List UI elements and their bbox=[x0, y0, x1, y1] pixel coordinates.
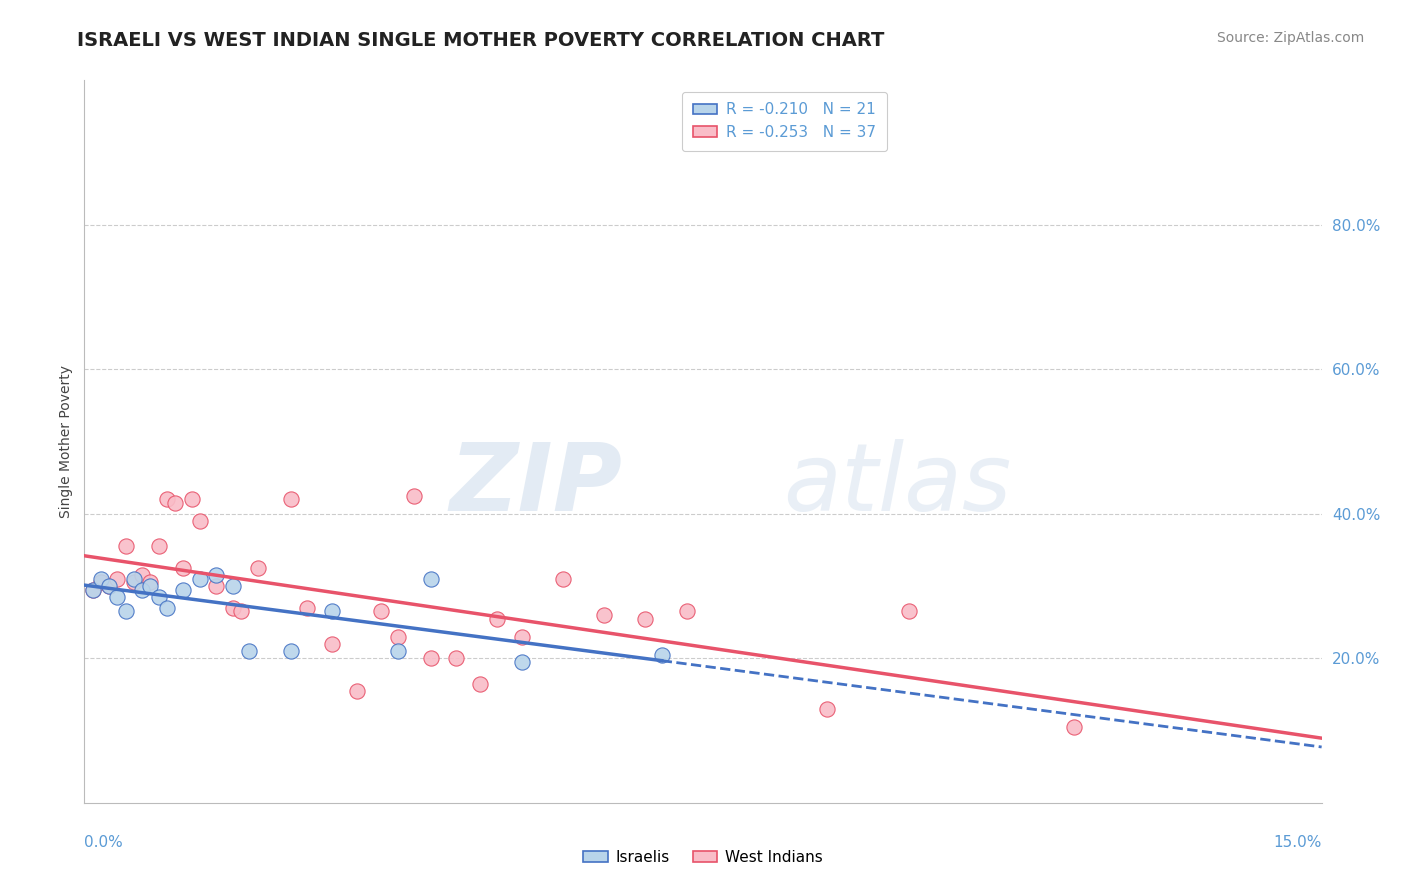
Point bbox=[634, 611, 657, 625]
Legend: R = -0.210   N = 21, R = -0.253   N = 37: R = -0.210 N = 21, R = -0.253 N = 37 bbox=[682, 92, 887, 151]
Point bbox=[404, 489, 426, 503]
Point bbox=[148, 590, 170, 604]
Point bbox=[510, 630, 533, 644]
Point bbox=[105, 572, 128, 586]
Text: ZIP: ZIP bbox=[450, 439, 623, 531]
Point bbox=[470, 676, 492, 690]
Point bbox=[139, 575, 162, 590]
Point bbox=[222, 600, 245, 615]
Point bbox=[222, 579, 245, 593]
Point bbox=[114, 604, 136, 618]
Point bbox=[280, 492, 302, 507]
Point bbox=[188, 572, 211, 586]
Point bbox=[321, 604, 343, 618]
Point bbox=[387, 630, 409, 644]
Point bbox=[1063, 720, 1085, 734]
Point bbox=[346, 683, 368, 698]
Point bbox=[82, 582, 104, 597]
Point bbox=[172, 582, 194, 597]
Point bbox=[229, 604, 252, 618]
Point bbox=[90, 575, 112, 590]
Point bbox=[98, 579, 121, 593]
Point bbox=[551, 572, 574, 586]
Text: 15.0%: 15.0% bbox=[1274, 835, 1322, 850]
Point bbox=[485, 611, 508, 625]
Text: 0.0%: 0.0% bbox=[84, 835, 124, 850]
Text: Source: ZipAtlas.com: Source: ZipAtlas.com bbox=[1216, 31, 1364, 45]
Point bbox=[180, 492, 202, 507]
Point bbox=[675, 604, 697, 618]
Point bbox=[510, 655, 533, 669]
Legend: Israelis, West Indians: Israelis, West Indians bbox=[578, 844, 828, 871]
Point bbox=[172, 561, 194, 575]
Point bbox=[131, 568, 153, 582]
Point bbox=[90, 572, 112, 586]
Point bbox=[122, 572, 145, 586]
Point bbox=[444, 651, 467, 665]
Point bbox=[205, 579, 228, 593]
Point bbox=[295, 600, 318, 615]
Point bbox=[370, 604, 392, 618]
Point bbox=[321, 637, 343, 651]
Point bbox=[419, 651, 441, 665]
Point bbox=[593, 607, 616, 622]
Point bbox=[815, 702, 838, 716]
Point bbox=[82, 582, 104, 597]
Point bbox=[122, 575, 145, 590]
Text: atlas: atlas bbox=[783, 440, 1012, 531]
Point bbox=[387, 644, 409, 658]
Point bbox=[98, 579, 121, 593]
Y-axis label: Single Mother Poverty: Single Mother Poverty bbox=[59, 365, 73, 518]
Text: ISRAELI VS WEST INDIAN SINGLE MOTHER POVERTY CORRELATION CHART: ISRAELI VS WEST INDIAN SINGLE MOTHER POV… bbox=[77, 31, 884, 50]
Point bbox=[205, 568, 228, 582]
Point bbox=[139, 579, 162, 593]
Point bbox=[165, 496, 187, 510]
Point bbox=[898, 604, 921, 618]
Point bbox=[246, 561, 269, 575]
Point bbox=[156, 600, 179, 615]
Point bbox=[131, 582, 153, 597]
Point bbox=[148, 539, 170, 553]
Point bbox=[114, 539, 136, 553]
Point bbox=[651, 648, 673, 662]
Point bbox=[238, 644, 260, 658]
Point bbox=[156, 492, 179, 507]
Point bbox=[188, 514, 211, 528]
Point bbox=[280, 644, 302, 658]
Point bbox=[419, 572, 441, 586]
Point bbox=[105, 590, 128, 604]
